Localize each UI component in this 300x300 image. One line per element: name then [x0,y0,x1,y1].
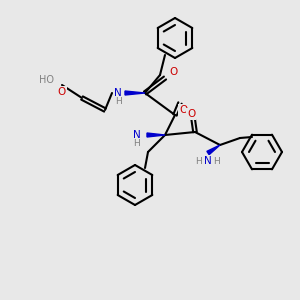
Text: H: H [115,98,122,106]
Text: H: H [213,157,219,166]
Polygon shape [125,91,145,95]
Text: N: N [114,88,122,98]
Text: HO: HO [39,75,54,85]
Text: O: O [187,109,195,119]
Text: N: N [133,130,141,140]
Polygon shape [207,145,220,155]
Text: H: H [134,140,140,148]
Text: H: H [195,157,201,166]
Text: O: O [58,87,66,97]
Text: O: O [179,105,187,115]
Text: O: O [169,67,177,77]
Polygon shape [147,133,165,137]
Text: N: N [204,156,212,166]
